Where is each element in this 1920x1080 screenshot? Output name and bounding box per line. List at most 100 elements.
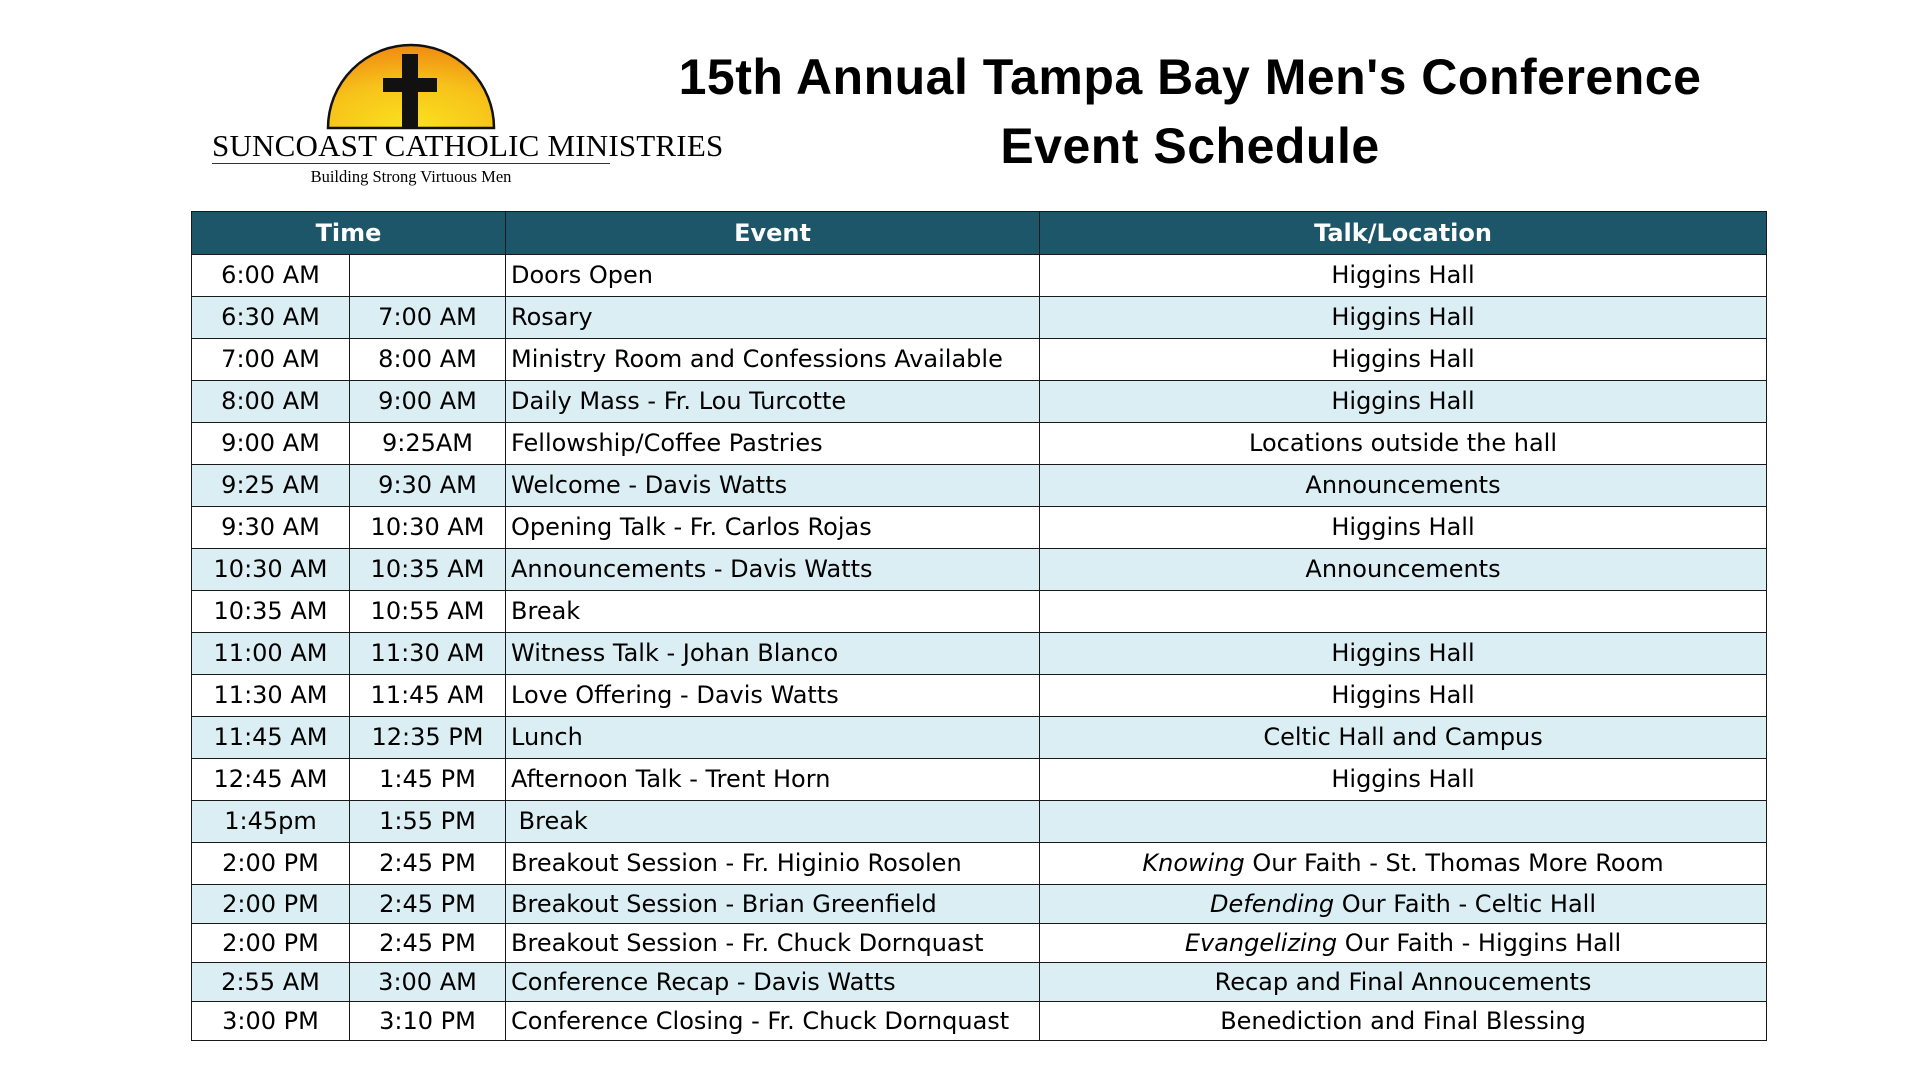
table-row: 9:25 AM 9:30 AM Welcome - Davis Watts Annou… [191, 464, 1768, 507]
location-cell: Knowing Our Faith - St. Thomas More Room [1039, 842, 1768, 885]
start-time-cell: 2:00 PM [191, 923, 350, 963]
location-cell: Higgins Hall [1039, 674, 1768, 717]
start-time-cell: 1:45pm [191, 800, 350, 843]
page-subtitle: Event Schedule [1000, 118, 1380, 174]
location-emphasis: Defending [1210, 890, 1335, 918]
start-time-cell: 6:30 AM [191, 296, 350, 339]
start-time-cell: 11:30 AM [191, 674, 350, 717]
table-row: 8:00 AM 9:00 AM Daily Mass - Fr. Lou Turco… [191, 380, 1768, 423]
table-row: 11:00 AM 11:30 AM Witness Talk - Johan Bla… [191, 632, 1768, 675]
table-row: 10:30 AM 10:35 AM Announcements - Davis Wa… [191, 548, 1768, 591]
location-cell: Higgins Hall [1039, 632, 1768, 675]
table-row: 2:00 PM 2:45 PM Breakout Session - Brian G… [191, 884, 1768, 924]
end-time-cell: 2:45 PM [348, 842, 507, 885]
start-time-cell: 10:30 AM [191, 548, 350, 591]
end-time-cell: 2:45 PM [348, 923, 507, 963]
end-time-cell: 3:00 AM [348, 962, 507, 1002]
location-text: Our Faith - St. Thomas More Room [1244, 849, 1664, 877]
end-time-cell: 3:10 PM [348, 1001, 507, 1041]
header-location: Talk/Location [1039, 211, 1768, 255]
start-time-cell: 11:45 AM [191, 716, 350, 759]
table-row: 11:45 AM 12:35 PM Lunch Celtic Hall and Cam… [191, 716, 1768, 759]
start-time-cell: 2:55 AM [191, 962, 350, 1002]
start-time-cell: 9:30 AM [191, 506, 350, 549]
event-cell: Announcements - Davis Watts [505, 548, 1041, 591]
start-time-cell: 7:00 AM [191, 338, 350, 381]
end-time-cell: 10:30 AM [348, 506, 507, 549]
end-time-cell: 8:00 AM [348, 338, 507, 381]
event-cell: Breakout Session - Brian Greenfield [505, 884, 1041, 924]
end-time-cell: 12:35 PM [348, 716, 507, 759]
table-row: 9:00 AM 9:25AM Fellowship/Coffee Pastries L… [191, 422, 1768, 465]
location-cell: Higgins Hall [1039, 380, 1768, 423]
location-cell: Evangelizing Our Faith - Higgins Hall [1039, 923, 1768, 963]
table-row: 1:45pm 1:55 PM Break [191, 800, 1768, 843]
event-cell: Breakout Session - Fr. Chuck Dornquast [505, 923, 1041, 963]
location-cell [1039, 800, 1768, 843]
event-cell: Breakout Session - Fr. Higinio Rosolen [505, 842, 1041, 885]
location-cell: Benediction and Final Blessing [1039, 1001, 1768, 1041]
event-cell: Break [505, 590, 1041, 633]
event-cell: Welcome - Davis Watts [505, 464, 1041, 507]
table-row: 6:00 AM Doors Open Higgins Hall [191, 254, 1768, 297]
start-time-cell: 11:00 AM [191, 632, 350, 675]
start-time-cell: 2:00 PM [191, 842, 350, 885]
event-cell: Ministry Room and Confessions Available [505, 338, 1041, 381]
event-cell: Witness Talk - Johan Blanco [505, 632, 1041, 675]
logo-divider [212, 163, 610, 164]
end-time-cell: 1:55 PM [348, 800, 507, 843]
location-cell: Announcements [1039, 464, 1768, 507]
end-time-cell: 9:00 AM [348, 380, 507, 423]
table-row: 10:35 AM 10:55 AM Break [191, 590, 1768, 633]
event-cell: Opening Talk - Fr. Carlos Rojas [505, 506, 1041, 549]
event-cell: Daily Mass - Fr. Lou Turcotte [505, 380, 1041, 423]
end-time-cell: 9:25AM [348, 422, 507, 465]
end-time-cell: 10:35 AM [348, 548, 507, 591]
location-cell: Higgins Hall [1039, 506, 1768, 549]
location-cell: Higgins Hall [1039, 338, 1768, 381]
sun-cross-icon [326, 43, 496, 130]
event-cell: Lunch [505, 716, 1041, 759]
location-emphasis: Knowing [1142, 849, 1245, 877]
table-row: 2:00 PM 2:45 PM Breakout Session - Fr. Hig… [191, 842, 1768, 885]
event-cell: Break [505, 800, 1041, 843]
end-time-cell: 2:45 PM [348, 884, 507, 924]
location-cell: Higgins Hall [1039, 296, 1768, 339]
start-time-cell: 3:00 PM [191, 1001, 350, 1041]
location-cell [1039, 590, 1768, 633]
location-cell: Celtic Hall and Campus [1039, 716, 1768, 759]
table-row: 9:30 AM 10:30 AM Opening Talk - Fr. Carlos… [191, 506, 1768, 549]
end-time-cell: 10:55 AM [348, 590, 507, 633]
start-time-cell: 9:00 AM [191, 422, 350, 465]
location-cell: Defending Our Faith - Celtic Hall [1039, 884, 1768, 924]
event-cell: Doors Open [505, 254, 1041, 297]
header-event: Event [505, 211, 1041, 255]
event-cell: Conference Closing - Fr. Chuck Dornquast [505, 1001, 1041, 1041]
table-header-row: Time Event Talk/Location [190, 211, 1768, 255]
header-time: Time [190, 211, 507, 255]
end-time-cell: 11:45 AM [348, 674, 507, 717]
table-row: 11:30 AM 11:45 AM Love Offering - Davis Wa… [191, 674, 1768, 717]
logo-tagline: Building Strong Virtuous Men [310, 167, 512, 186]
location-cell: Higgins Hall [1039, 254, 1768, 297]
event-cell: Afternoon Talk - Trent Horn [505, 758, 1041, 801]
end-time-cell: 7:00 AM [348, 296, 507, 339]
event-cell: Rosary [505, 296, 1041, 339]
event-cell: Fellowship/Coffee Pastries [505, 422, 1041, 465]
end-time-cell: 9:30 AM [348, 464, 507, 507]
location-cell: Recap and Final Annoucements [1039, 962, 1768, 1002]
logo-name: SUNCOAST CATHOLIC MINISTRIES [212, 128, 724, 163]
schedule-table: Time Event Talk/Location 6:00 AM Doors Op… [190, 211, 1768, 1041]
event-cell: Love Offering - Davis Watts [505, 674, 1041, 717]
logo: SUNCOAST CATHOLIC MINISTRIES Building St… [212, 38, 724, 190]
table-row: 3:00 PM 3:10 PM Conference Closing - Fr. C… [191, 1001, 1768, 1041]
location-emphasis: Evangelizing [1184, 929, 1338, 957]
table-row: 2:55 AM 3:00 AM Conference Recap - Davis W… [191, 962, 1768, 1002]
table-row: 6:30 AM 7:00 AM Rosary Higgins Hall [191, 296, 1768, 339]
event-cell: Conference Recap - Davis Watts [505, 962, 1041, 1002]
end-time-cell [348, 254, 507, 297]
start-time-cell: 9:25 AM [191, 464, 350, 507]
start-time-cell: 6:00 AM [191, 254, 350, 297]
table-row: 12:45 AM 1:45 PM Afternoon Talk - Trent Ho… [191, 758, 1768, 801]
end-time-cell: 1:45 PM [348, 758, 507, 801]
